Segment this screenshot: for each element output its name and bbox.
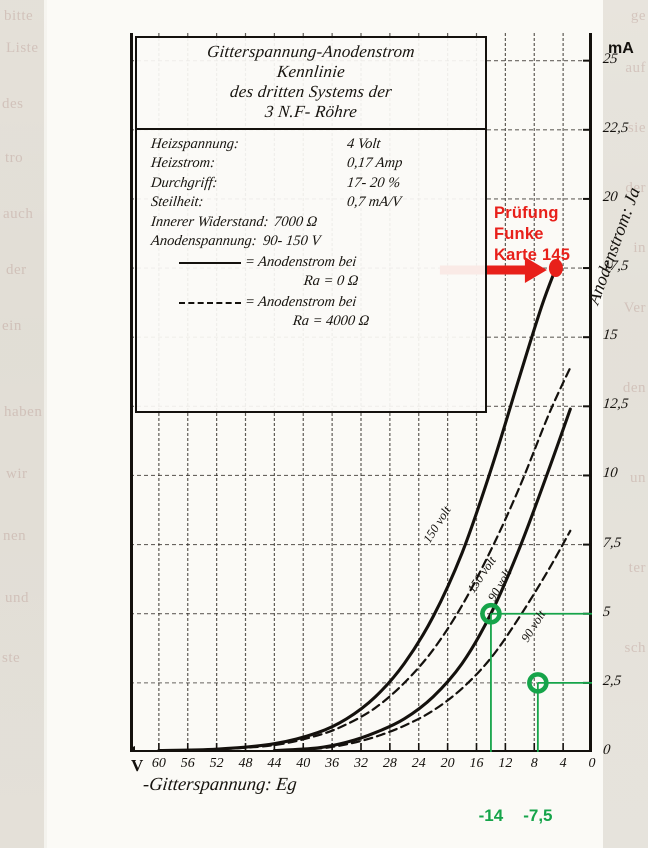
- x-tick-label: 60: [151, 756, 166, 771]
- x-tick-label: 4: [559, 756, 567, 771]
- red-annotation: Prüfung Funke Karte 145: [494, 203, 570, 266]
- red-note-line-3: Karte 145: [494, 246, 571, 264]
- x-tick-label: 20: [440, 756, 455, 771]
- chart-sheet: Gitterspannung-Anodenstrom Kennlinie des…: [47, 0, 644, 848]
- spec-key: Durchgriff:: [150, 174, 219, 191]
- spec-row: Heizstrom: 0,17 Amp: [150, 154, 477, 173]
- y-tick-label: 7,5: [602, 534, 623, 551]
- marker-green-point-1: [480, 602, 502, 625]
- markers: [480, 259, 563, 694]
- marker-guides: [490, 612, 592, 752]
- legend-swatch-dashed-icon: [179, 301, 241, 304]
- legend-item-solid: = Anodenstrom bei: [151, 253, 477, 272]
- x-tick-label: 44: [267, 756, 282, 771]
- spec-value: 90- 150 V: [261, 233, 321, 250]
- x-tick-label: 48: [238, 756, 253, 771]
- y-tick-label: 15: [602, 327, 619, 344]
- y-tick-label: 22,5: [602, 119, 630, 136]
- x-tick-label: 52: [209, 756, 224, 771]
- x-tick-label: 40: [296, 756, 311, 771]
- title-line-4: 3 N.F- Röhre: [264, 102, 359, 121]
- title-line-2: Kennlinie: [276, 62, 347, 81]
- spec-row: Innerer Widerstand: 7000 Ω: [150, 213, 477, 232]
- marker-green-point-2: [527, 672, 549, 694]
- x-tick-label: 8: [530, 756, 538, 771]
- x-axis-title: -Gitterspannung: Eg: [142, 775, 298, 795]
- legend-swatch-solid-icon: [179, 261, 241, 264]
- x-axis-unit: V: [131, 756, 144, 775]
- x-tick-label: 32: [354, 756, 368, 771]
- y-tick-label: 25: [602, 50, 619, 67]
- y-tick-label: 17,5: [602, 258, 630, 275]
- legend-sub-dashed: Ra = 4000 Ω: [292, 313, 371, 330]
- x-tick-label: 0: [588, 756, 596, 771]
- curve-90-volt-ra-4000: [273, 529, 572, 752]
- y-axis-unit: mA: [608, 40, 634, 57]
- spec-key: Heizspannung:: [150, 136, 240, 152]
- curve-150-volt-ra-4000: [157, 366, 572, 752]
- x-tick-label: 28: [382, 756, 397, 771]
- x-tick-label: 56: [180, 756, 195, 771]
- x-tick-label: 24: [411, 756, 426, 771]
- y-tick-label: 12,5: [602, 396, 630, 413]
- title-line-3: des dritten Systems der: [229, 82, 393, 101]
- spec-value: 4 Volt: [346, 136, 382, 152]
- title-line-1: Gitterspannung-Anodenstrom: [206, 42, 416, 61]
- info-box: Gitterspannung-Anodenstrom Kennlinie des…: [135, 36, 487, 413]
- spec-row: Steilheit: 0,7 mA/V: [150, 193, 477, 212]
- legend-label: = Anodenstrom bei: [244, 254, 358, 271]
- chart-title: Gitterspannung-Anodenstrom Kennlinie des…: [137, 38, 485, 130]
- spec-key: Steilheit:: [150, 194, 205, 211]
- red-note-line-1: Prüfung: [494, 204, 559, 222]
- legend-sub-solid: Ra = 0 Ω: [302, 273, 360, 290]
- spec-key: Innerer Widerstand:: [150, 213, 270, 230]
- curve-150-volt: [157, 266, 558, 752]
- x-tick-label: 16: [469, 756, 484, 771]
- marker-red-test-point: [548, 259, 563, 278]
- spec-row: Heizspannung: 4 Volt: [150, 135, 477, 154]
- spec-value: 17- 20 %: [346, 174, 402, 191]
- y-tick-label: 10: [602, 465, 619, 482]
- legend-item-dashed: = Anodenstrom bei: [151, 293, 477, 312]
- axis-frame: [130, 33, 592, 752]
- spec-value: 0,17 Amp: [346, 155, 404, 172]
- curve-90-volt: [272, 407, 572, 752]
- spec-row: Durchgriff: 17- 20 %: [150, 174, 477, 193]
- x-tick-label: 36: [325, 756, 340, 771]
- y-tick-label: 2,5: [602, 672, 623, 689]
- curves: [157, 266, 572, 752]
- red-note-line-2: Funke: [494, 225, 544, 243]
- x-tick-label: 12: [498, 756, 513, 771]
- spec-value: 7000 Ω: [273, 213, 319, 230]
- green-label-green-point-2: -7,5: [523, 806, 553, 825]
- green-label-green-point-1: -14: [478, 806, 504, 825]
- spec-key: Heizstrom:: [150, 155, 216, 172]
- y-tick-label: 20: [602, 188, 619, 205]
- spec-row: Anodenspannung: 90- 150 V: [150, 232, 477, 251]
- spec-key: Anodenspannung:: [150, 233, 258, 250]
- spec-value: 0,7 mA/V: [346, 194, 402, 211]
- legend-label: = Anodenstrom bei: [244, 294, 358, 311]
- spec-list: Heizspannung: 4 Volt Heizstrom: 0,17 Amp…: [137, 130, 485, 331]
